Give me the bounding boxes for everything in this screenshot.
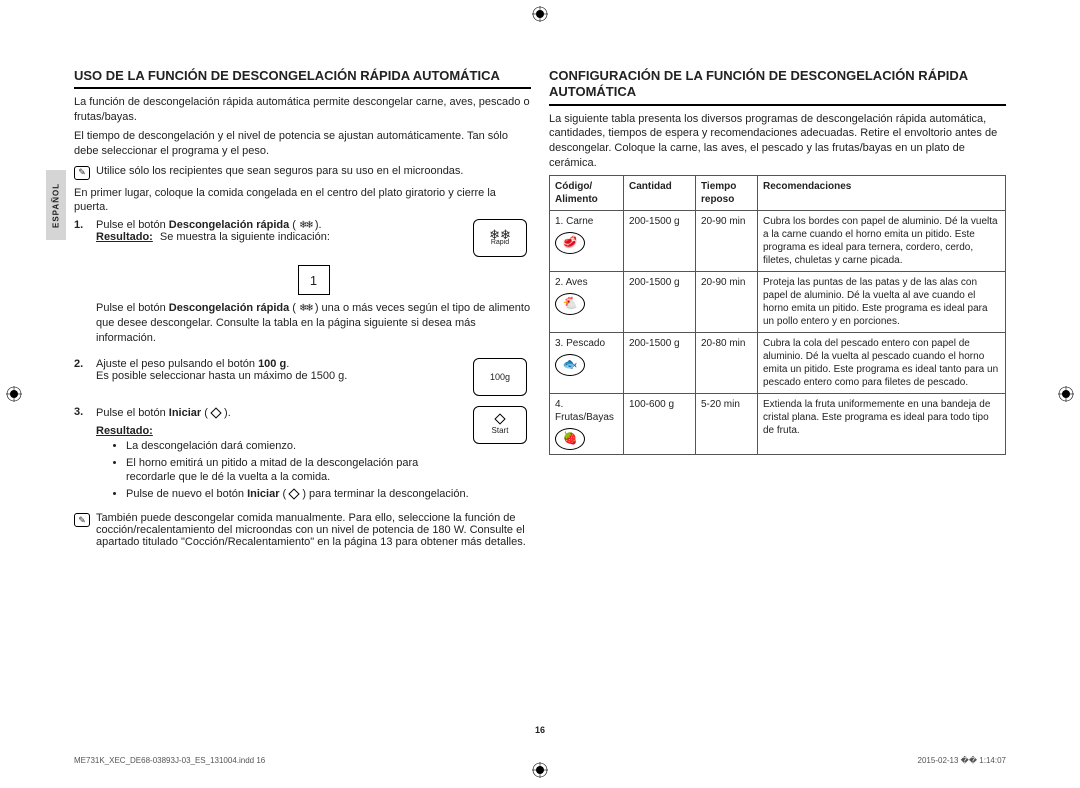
- step-text: Pulse el botón: [96, 219, 169, 231]
- footer-filename: ME731K_XEC_DE68-03893J-03_ES_131004.indd…: [74, 756, 265, 765]
- bullet-item: Pulse de nuevo el botón Iniciar ( ) para…: [126, 487, 469, 502]
- cell-code: 1. Carne🥩: [550, 210, 624, 271]
- cell-time: 20-80 min: [696, 332, 758, 393]
- note: ✎ Utilice sólo los recipientes que sean …: [74, 165, 531, 180]
- cell-code: 3. Pescado🐟: [550, 332, 624, 393]
- step-text: ).: [312, 219, 322, 231]
- registration-mark-icon: [6, 386, 22, 402]
- result-label: Resultado:: [96, 231, 153, 243]
- rapid-defrost-icon: ❄❄: [299, 303, 312, 314]
- language-tab: ESPAÑOL: [46, 170, 66, 240]
- footer-timestamp: 2015-02-13 �� 1:14:07: [918, 756, 1006, 765]
- th-code: Código/ Alimento: [550, 175, 624, 210]
- intro-text: El tiempo de descongelación y el nivel d…: [74, 129, 531, 159]
- defrost-table: Código/ Alimento Cantidad Tiempo reposo …: [549, 175, 1006, 455]
- table-row: 3. Pescado🐟200-1500 g20-80 minCubra la c…: [550, 332, 1006, 393]
- steps-list: Pulse el botón Descongelación rápida ( ❄…: [74, 219, 531, 504]
- table-row: 2. Aves🐔200-1500 g20-90 minProteja las p…: [550, 271, 1006, 332]
- step-text: ).: [221, 407, 231, 419]
- step-text: Se muestra la siguiente indicación:: [157, 231, 330, 243]
- table-row: 4. Frutas/Bayas🍓100-600 g5-20 minExtiend…: [550, 393, 1006, 454]
- display-100g-icon: 100g: [473, 358, 527, 396]
- button-name: Descongelación rápida: [169, 302, 289, 314]
- table-row: 1. Carne🥩200-1500 g20-90 minCubra los bo…: [550, 210, 1006, 271]
- rapid-label: Rapid: [491, 239, 509, 246]
- result-heading: Resultado:: [96, 425, 153, 437]
- step-text: .: [286, 358, 289, 370]
- step-text: Pulse el botón: [96, 407, 169, 419]
- food-icon: 🥩: [555, 232, 585, 254]
- th-qty: Cantidad: [624, 175, 696, 210]
- bullet-item: La descongelación dará comienzo.: [126, 439, 469, 454]
- th-rec: Recomendaciones: [758, 175, 1006, 210]
- cell-time: 5-20 min: [696, 393, 758, 454]
- intro-text: En primer lugar, coloque la comida conge…: [74, 186, 531, 216]
- food-icon: 🍓: [555, 428, 585, 450]
- bullet-text: ) para terminar la descongelación.: [299, 488, 468, 500]
- rapid-defrost-icon: ❄❄: [299, 220, 312, 231]
- note-icon: ✎: [74, 166, 90, 180]
- cell-qty: 200-1500 g: [624, 332, 696, 393]
- food-icon: 🐔: [555, 293, 585, 315]
- snowflake-icon: ❄❄: [489, 230, 511, 239]
- step-2: Ajuste el peso pulsando el botón 100 g. …: [74, 358, 531, 398]
- page-number: 16: [0, 725, 1080, 735]
- cell-rec: Cubra los bordes con papel de aluminio. …: [758, 210, 1006, 271]
- step-text: (: [289, 302, 299, 314]
- step-text: Pulse el botón: [96, 302, 169, 314]
- intro-text: La función de descongelación rápida auto…: [74, 95, 531, 125]
- cell-qty: 100-600 g: [624, 393, 696, 454]
- cell-rec: Extienda la fruta uniformemente en una b…: [758, 393, 1006, 454]
- result-bullets: La descongelación dará comienzo. El horn…: [96, 439, 469, 502]
- display-start-icon: Start: [473, 406, 527, 444]
- display-small-box: 1: [298, 265, 330, 295]
- start-diamond-icon: [210, 407, 221, 418]
- start-diamond-icon: [494, 413, 505, 424]
- step-text: (: [289, 219, 299, 231]
- step-text: Es posible seleccionar hasta un máximo d…: [96, 370, 347, 382]
- cell-rec: Cubra la cola del pescado entero con pap…: [758, 332, 1006, 393]
- right-heading: CONFIGURACIÓN DE LA FUNCIÓN DE DESCONGEL…: [549, 68, 1006, 106]
- registration-mark-icon: [532, 6, 548, 22]
- cell-qty: 200-1500 g: [624, 210, 696, 271]
- bullet-item: El horno emitirá un pitido a mitad de la…: [126, 456, 469, 486]
- left-column: USO DE LA FUNCIÓN DE DESCONGELACIÓN RÁPI…: [74, 68, 531, 728]
- start-label: Start: [492, 426, 509, 435]
- button-name: Iniciar: [169, 407, 201, 419]
- cell-qty: 200-1500 g: [624, 271, 696, 332]
- note-text: También puede descongelar comida manualm…: [96, 512, 531, 548]
- step-3: Pulse el botón Iniciar ( ). Start Result…: [74, 406, 531, 504]
- note-text: Utilice sólo los recipientes que sean se…: [96, 165, 463, 180]
- cell-rec: Proteja las puntas de las patas y de las…: [758, 271, 1006, 332]
- right-column: CONFIGURACIÓN DE LA FUNCIÓN DE DESCONGEL…: [549, 68, 1006, 728]
- page-content: USO DE LA FUNCIÓN DE DESCONGELACIÓN RÁPI…: [74, 68, 1006, 728]
- cell-code: 2. Aves🐔: [550, 271, 624, 332]
- food-icon: 🐟: [555, 354, 585, 376]
- button-name: Descongelación rápida: [169, 219, 289, 231]
- left-heading: USO DE LA FUNCIÓN DE DESCONGELACIÓN RÁPI…: [74, 68, 531, 89]
- cell-time: 20-90 min: [696, 210, 758, 271]
- step-1: Pulse el botón Descongelación rápida ( ❄…: [74, 219, 531, 350]
- intro-text: La siguiente tabla presenta los diversos…: [549, 112, 1006, 171]
- bullet-text: Pulse de nuevo el botón: [126, 488, 247, 500]
- note: ✎ También puede descongelar comida manua…: [74, 512, 531, 548]
- cell-time: 20-90 min: [696, 271, 758, 332]
- button-name: Iniciar: [247, 488, 279, 500]
- th-time: Tiempo reposo: [696, 175, 758, 210]
- registration-mark-icon: [532, 762, 548, 778]
- registration-mark-icon: [1058, 386, 1074, 402]
- step-text: Ajuste el peso pulsando el botón: [96, 358, 258, 370]
- cell-code: 4. Frutas/Bayas🍓: [550, 393, 624, 454]
- note-icon: ✎: [74, 513, 90, 527]
- display-rapid-icon: ❄❄ Rapid: [473, 219, 527, 257]
- button-name: 100 g: [258, 358, 286, 370]
